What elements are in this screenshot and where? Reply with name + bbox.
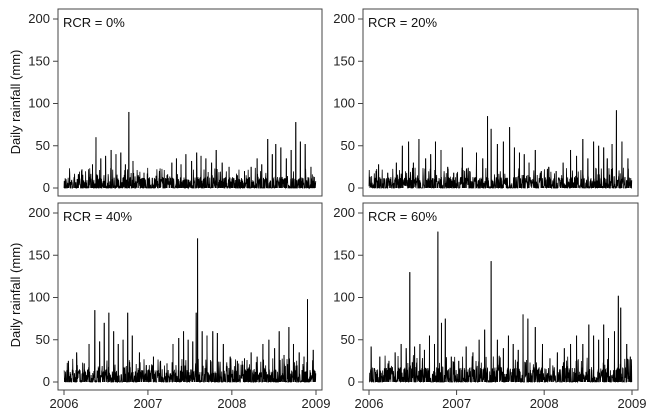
x-tick-label: 2008 [217,396,246,411]
y-tick-label: 50 [341,332,355,347]
panel-1: 0 50 100 150 200 RCR = 0% [28,8,323,197]
peak-marks [370,231,631,382]
panel-label: RCR = 20% [368,15,437,30]
y-tick-label: 100 [28,96,50,111]
y-tick-label: 50 [341,138,355,153]
y-axis: 0 50 100 150 200 [333,11,363,195]
chart-panels: 0 50 100 150 200 RCR = 0% 0 50 100 150 200 RCR = 20… [28,8,647,411]
y-tick-label: 200 [28,205,50,220]
panel-frame [362,202,639,391]
x-axis: 2006 2007 2008 2009 [50,390,331,411]
y-tick-label: 0 [43,180,50,195]
y-tick-label: 100 [333,290,355,305]
y-axis: 0 50 100 150 200 [28,11,58,195]
y-tick-label: 100 [333,96,355,111]
series-line [63,111,317,190]
y-tick-label: 50 [36,138,50,153]
y-tick-label: 150 [333,247,355,262]
panel-2: 0 50 100 150 200 RCR = 20% [333,8,639,197]
x-tick-label: 2008 [530,396,559,411]
y-tick-label: 50 [36,332,50,347]
x-tick-label: 2006 [50,396,79,411]
y-axis: 0 50 100 150 200 [333,205,363,389]
panel-frame [57,202,323,391]
x-tick-label: 2006 [355,396,384,411]
panel-label: RCR = 40% [63,209,132,224]
y-axis-label-top: Daily rainfall (mm) [8,50,23,155]
peak-marks [73,111,312,188]
panel-frame [57,8,323,197]
peak-marks [378,110,629,188]
x-tick-label: 2007 [442,396,471,411]
y-tick-label: 0 [43,374,50,389]
y-tick-label: 150 [333,53,355,68]
panel-3: 0 50 100 150 200 2006 2007 2008 2009 RCR = 40% [28,202,331,411]
x-tick-label: 2009 [302,396,331,411]
y-tick-label: 200 [333,11,355,26]
y-axis: 0 50 100 150 200 [28,205,58,389]
panel-4: 0 50 100 150 200 2006 2007 2008 2009 RCR = 60% [333,202,647,411]
series-line [63,238,317,384]
y-tick-label: 150 [28,247,50,262]
panel-label: RCR = 60% [368,209,437,224]
panel-label: RCR = 0% [63,15,125,30]
x-axis: 2006 2007 2008 2009 [355,390,647,411]
x-tick-label: 2009 [618,396,647,411]
y-axis-label-bottom: Daily rainfall (mm) [8,243,23,348]
y-tick-label: 0 [348,374,355,389]
y-tick-label: 150 [28,53,50,68]
panel-frame [362,8,639,197]
series-line [368,231,633,384]
peak-marks [67,238,314,382]
y-tick-label: 0 [348,180,355,195]
y-tick-label: 200 [28,11,50,26]
y-tick-label: 100 [28,290,50,305]
x-tick-label: 2007 [133,396,162,411]
y-tick-label: 200 [333,205,355,220]
